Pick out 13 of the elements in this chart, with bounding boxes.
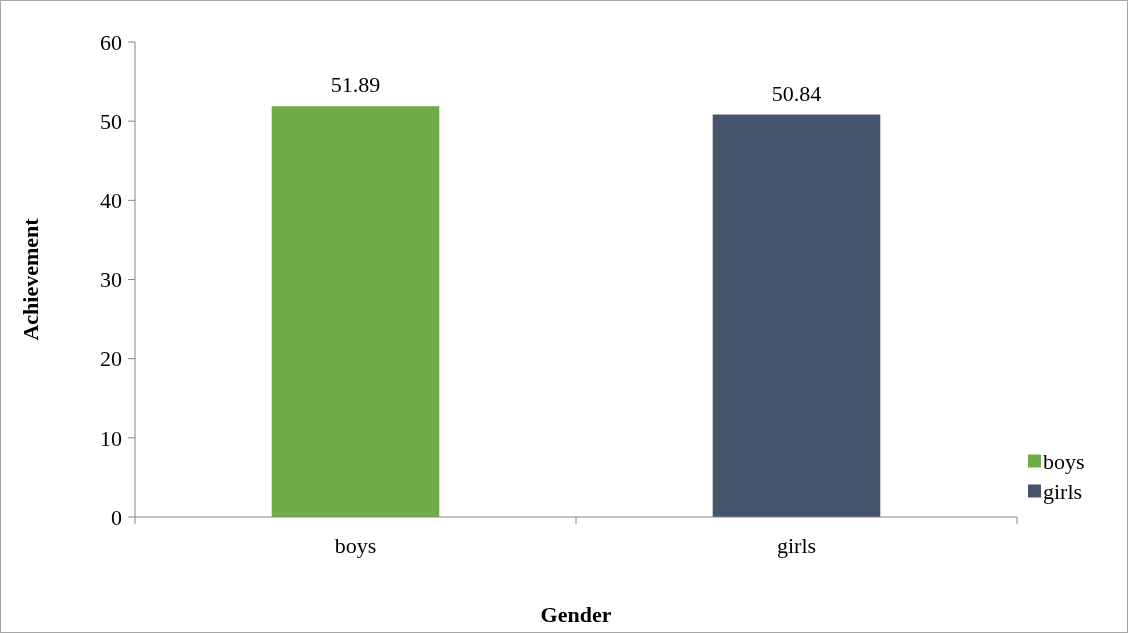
legend-label: boys <box>1043 449 1085 475</box>
y-tick-label: 20 <box>100 346 122 372</box>
y-tick-label: 10 <box>100 425 122 451</box>
y-tick-label: 40 <box>100 188 122 214</box>
x-axis-title: Gender <box>540 602 612 627</box>
y-axis-title: Achievement <box>18 217 43 341</box>
legend-label: girls <box>1043 479 1083 505</box>
data-label: 51.89 <box>330 72 381 98</box>
y-tick-label: 50 <box>100 108 122 134</box>
y-tick-label: 30 <box>100 267 122 293</box>
y-tick-label: 0 <box>111 504 122 530</box>
data-label: 50.84 <box>771 80 822 106</box>
y-tick-label: 60 <box>100 29 122 55</box>
